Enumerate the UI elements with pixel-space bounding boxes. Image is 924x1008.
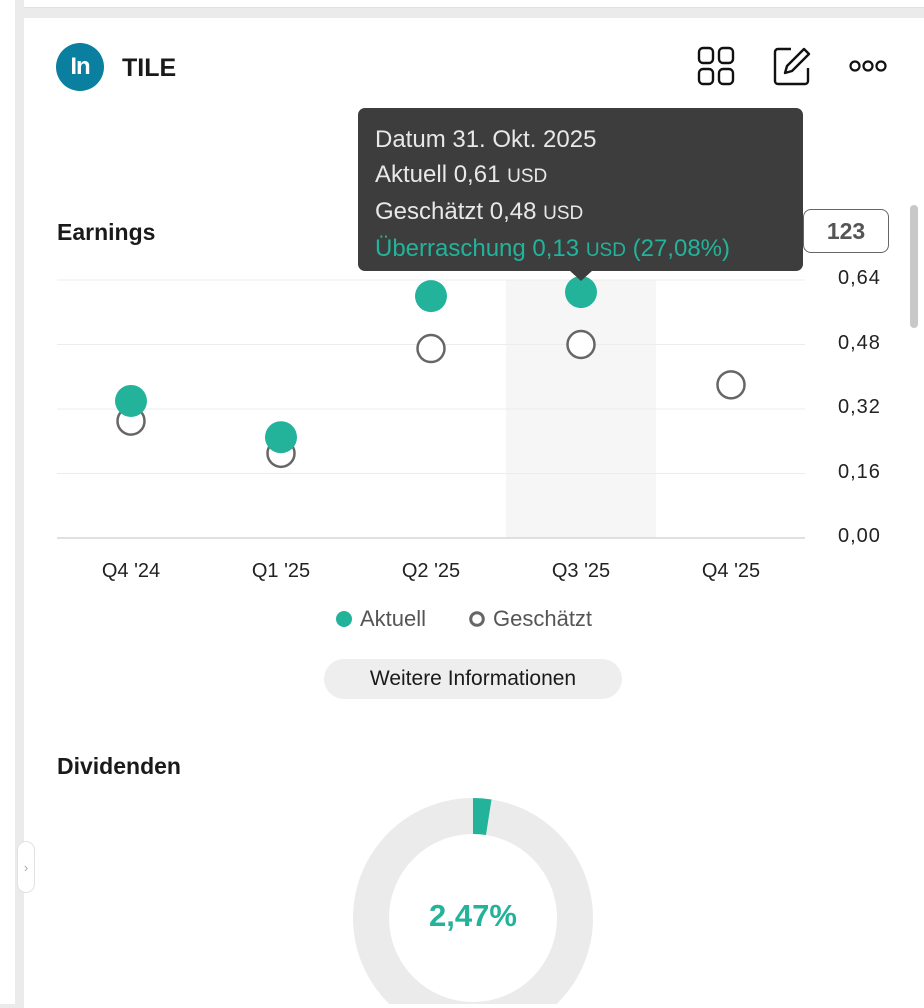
filled-dot-icon bbox=[336, 611, 352, 627]
dividend-donut bbox=[353, 798, 593, 1004]
y-tick-label: 0,32 bbox=[838, 396, 881, 418]
edit-icon[interactable] bbox=[773, 46, 813, 86]
x-tick-label: Q4 '25 bbox=[701, 560, 761, 582]
x-tick-label: Q1 '25 bbox=[251, 560, 311, 582]
chevron-right-icon: › bbox=[23, 859, 29, 875]
tooltip-currency: USD bbox=[543, 203, 584, 224]
ticker-symbol: TILE bbox=[122, 54, 177, 82]
tooltip-currency: USD bbox=[507, 166, 548, 187]
more-info-button[interactable]: Weitere Informationen bbox=[324, 659, 622, 699]
company-logo: In bbox=[56, 43, 104, 91]
y-tick-label: 0,64 bbox=[838, 267, 881, 289]
grid-icon[interactable] bbox=[697, 46, 735, 86]
previous-card bbox=[24, 0, 924, 8]
more-icon[interactable] bbox=[849, 59, 889, 73]
earnings-title: Earnings bbox=[57, 219, 156, 245]
y-tick-label: 0,00 bbox=[838, 525, 881, 547]
earnings-chart bbox=[57, 276, 805, 539]
y-tick-label: 0,48 bbox=[838, 331, 881, 354]
y-tick-label: 0,16 bbox=[838, 460, 881, 483]
value-badge[interactable]: 123 bbox=[803, 209, 889, 253]
left-panel bbox=[0, 0, 15, 1004]
dividend-yield: 2,47% bbox=[429, 898, 517, 933]
tooltip-date: Datum 31. Okt. 2025 bbox=[375, 126, 597, 153]
estimate-point bbox=[416, 333, 446, 364]
tooltip-actual: Aktuell 0,61 bbox=[375, 161, 501, 188]
actual-point bbox=[415, 280, 447, 313]
tooltip-surprise-pct: (27,08%) bbox=[632, 235, 730, 262]
legend-estimate-label: Geschätzt bbox=[493, 606, 593, 631]
donut-value-arc bbox=[353, 798, 593, 1004]
hollow-dot-icon bbox=[469, 611, 485, 627]
chart-tooltip: Datum 31. Okt. 2025 Aktuell 0,61 USD Ges… bbox=[358, 108, 803, 271]
actual-point bbox=[565, 276, 597, 309]
dividends-title: Dividenden bbox=[57, 753, 181, 779]
actual-point bbox=[265, 421, 297, 454]
x-tick-label: Q4 '24 bbox=[101, 560, 161, 582]
estimate-point bbox=[566, 329, 596, 360]
legend-actual-label: Aktuell bbox=[360, 606, 427, 631]
estimate-point bbox=[716, 370, 746, 400]
legend-actual[interactable]: Aktuell bbox=[336, 606, 426, 632]
x-tick-label: Q3 '25 bbox=[551, 560, 611, 582]
expand-panel-button[interactable]: › bbox=[17, 841, 35, 893]
legend-estimate[interactable]: Geschätzt bbox=[469, 606, 592, 632]
tooltip-currency: USD bbox=[585, 240, 626, 261]
x-tick-label: Q2 '25 bbox=[401, 560, 461, 582]
tooltip-surprise: Überraschung 0,13 bbox=[375, 235, 580, 262]
tooltip-arrow bbox=[569, 270, 593, 281]
actual-point bbox=[115, 384, 147, 417]
tooltip-estimate: Geschätzt 0,48 bbox=[375, 198, 537, 225]
scrollbar[interactable] bbox=[910, 205, 918, 328]
